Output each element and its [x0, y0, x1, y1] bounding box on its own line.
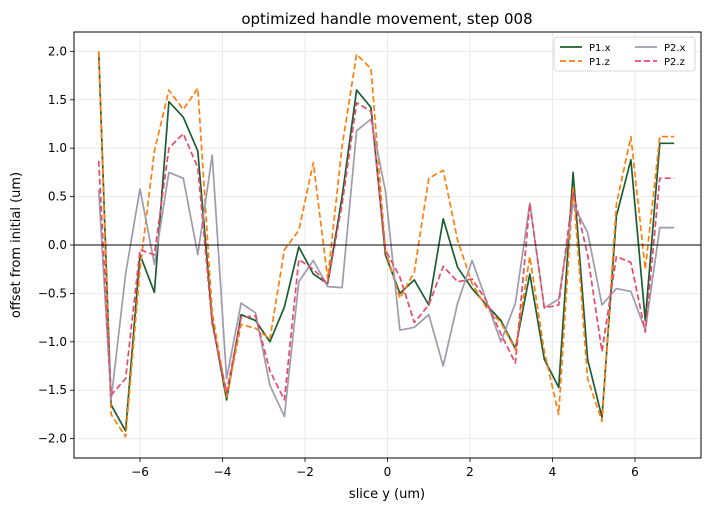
- x-tick-label: 0: [384, 465, 392, 479]
- y-tick-label: −0.5: [38, 286, 67, 300]
- x-axis-label: slice y (um): [349, 487, 425, 502]
- y-tick-label: 2.0: [48, 44, 67, 58]
- legend-label: P2.x: [664, 43, 686, 54]
- y-tick-label: 1.5: [48, 93, 67, 107]
- y-axis-label: offset from initial (um): [9, 172, 24, 318]
- x-tick-label: −6: [131, 465, 149, 479]
- y-tick-label: 0.0: [48, 238, 67, 252]
- chart-title: optimized handle movement, step 008: [241, 10, 532, 28]
- y-tick-label: −2.0: [38, 432, 67, 446]
- legend-label: P1.x: [589, 43, 611, 54]
- series-line-p1-x: [97, 51, 675, 432]
- y-tick-label: 0.5: [48, 190, 67, 204]
- series-line-p1-z: [97, 51, 675, 438]
- series-lines: [97, 51, 675, 438]
- y-tick-label: −1.0: [38, 335, 67, 349]
- y-tick-label: 1.0: [48, 141, 67, 155]
- legend-label: P1.z: [589, 57, 610, 68]
- x-tick-label: −2: [296, 465, 314, 479]
- x-tick-label: 4: [549, 465, 557, 479]
- legend: P1.x P1.z P2.x P2.z: [553, 36, 696, 72]
- x-axis-ticks: −6 −4 −2 0 2 4 6: [131, 458, 639, 479]
- series-line-p2-z: [97, 101, 675, 401]
- x-tick-label: −4: [214, 465, 232, 479]
- legend-box: [553, 36, 696, 72]
- x-tick-label: 6: [631, 465, 639, 479]
- x-tick-label: 2: [466, 465, 474, 479]
- y-axis-ticks: −2.0 −1.5 −1.0 −0.5 0.0 0.5 1.0 1.5 2.0: [38, 44, 74, 446]
- y-tick-label: −1.5: [38, 383, 67, 397]
- legend-label: P2.z: [664, 57, 685, 68]
